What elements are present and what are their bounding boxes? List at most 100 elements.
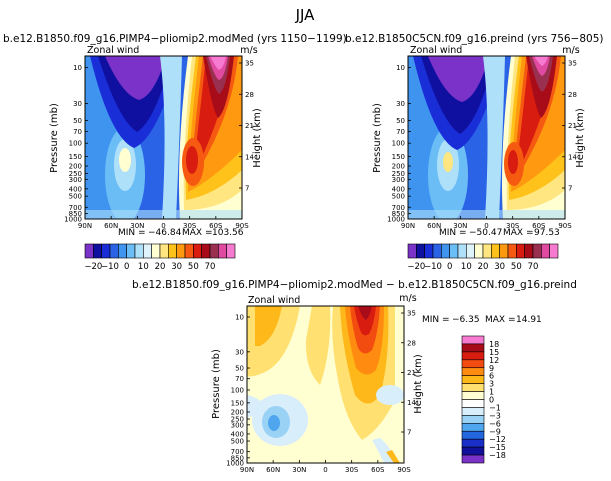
- y-tick-label: 200: [231, 408, 244, 416]
- y-tick-label: 400: [69, 185, 82, 193]
- y-tick-label: 10: [396, 64, 405, 72]
- colorbar-swatch: [143, 243, 152, 259]
- y-tick-label: 300: [231, 421, 244, 429]
- colorbar-swatch: [461, 423, 485, 432]
- colorbar-swatch: [151, 243, 161, 259]
- y-tick-label: 250: [392, 170, 405, 178]
- colorbar-label: 30: [494, 262, 505, 272]
- y-tick-label: 300: [69, 176, 82, 184]
- colorbar-swatch: [516, 243, 525, 259]
- y-right-tick-label: 14: [407, 399, 416, 407]
- panel-a-ticks: 90N 60N 30N 0 30S 60S 90S103050701001502002503…: [64, 60, 254, 231]
- y-tick-label: 700: [392, 204, 405, 212]
- colorbar-swatch: [416, 243, 425, 259]
- colorbar-label: 70: [205, 262, 216, 272]
- y-tick-label: 850: [392, 210, 405, 218]
- colorbar-swatch: [491, 243, 500, 259]
- x-tick-label: 60N: [427, 222, 441, 230]
- y-tick-label: 30: [396, 100, 405, 108]
- y-right-tick-label: 28: [245, 91, 254, 99]
- panel-c-ticks: 90N 60N 30N 0 30S 60S 90S103050701001502002503…: [226, 310, 416, 475]
- panel-a-min-value: −46.84: [148, 228, 182, 238]
- panel-a-var-label: Zonal wind: [87, 45, 139, 56]
- panel-c-right-cool: [376, 385, 404, 405]
- y-right-tick-label: 7: [568, 185, 572, 193]
- colorbar-label: 10: [461, 262, 472, 272]
- y-tick-label: 100: [69, 140, 82, 148]
- x-tick-label: 30S: [506, 222, 520, 230]
- x-tick-label: 30S: [183, 222, 197, 230]
- colorbar-swatch: [159, 243, 169, 259]
- panel-a-field: [85, 56, 242, 219]
- colorbar-label: −18: [489, 451, 506, 460]
- panel-c-field: [247, 306, 404, 463]
- x-tick-label: 0: [323, 466, 327, 474]
- panel-c-stats: MIN = −6.35 MAX = 14.91: [422, 315, 542, 325]
- panel-a-units: m/s: [240, 45, 257, 56]
- y-tick-label: 500: [69, 193, 82, 201]
- x-tick-label: 60S: [371, 466, 385, 474]
- panel-c-units: m/s: [399, 293, 416, 304]
- colorbar-swatch: [461, 399, 485, 408]
- x-tick-label: 30N: [453, 222, 467, 230]
- panel-c-surface-warm: [386, 450, 400, 463]
- y-tick-label: 70: [235, 375, 244, 383]
- colorbar-label: −9: [489, 427, 501, 436]
- colorbar-swatch: [84, 243, 94, 259]
- y-tick-label: 700: [69, 204, 82, 212]
- y-right-tick-label: 21: [568, 122, 577, 130]
- colorbar-swatch: [466, 243, 475, 259]
- panel-b-equator-band: [483, 56, 505, 219]
- colorbar-swatch: [118, 243, 127, 259]
- panel-b-max-value: 97.53: [534, 228, 560, 238]
- y-right-tick-label: 14: [245, 153, 254, 161]
- colorbar-label: 15: [489, 348, 499, 357]
- colorbar-swatch: [541, 243, 550, 259]
- y-tick-label: 1000: [387, 216, 405, 224]
- panel-b-colorbar: −20−10 0 10 20 30 50 70: [407, 243, 559, 272]
- panel-a-title: b.e12.B1850.f09_g16.PIMP4−pliomip2.modMe…: [3, 33, 347, 45]
- panel-b-field: [408, 56, 565, 219]
- colorbar-swatch: [176, 243, 186, 259]
- colorbar-label: 0: [489, 396, 494, 405]
- colorbar-swatch: [184, 243, 194, 259]
- x-tick-label: 60S: [532, 222, 546, 230]
- colorbar-label: 12: [489, 356, 499, 365]
- y-tick-label: 400: [392, 185, 405, 193]
- colorbar-label: 20: [478, 262, 489, 272]
- x-tick-label: 60N: [266, 466, 280, 474]
- x-tick-label: 30N: [292, 466, 306, 474]
- colorbar-swatch: [461, 430, 485, 440]
- y-right-tick-label: 35: [407, 310, 416, 318]
- colorbar-swatch: [424, 243, 434, 259]
- colorbar-swatch: [461, 335, 485, 345]
- panel-a-max-label: MAX =: [182, 228, 213, 238]
- colorbar-swatch: [461, 391, 485, 400]
- y-tick-label: 500: [392, 193, 405, 201]
- colorbar-swatch: [461, 438, 485, 448]
- panel-c-ylabel: Pressure (mb): [211, 349, 222, 419]
- colorbar-swatch: [134, 243, 144, 259]
- panel-b-units: m/s: [562, 45, 579, 56]
- y-right-tick-label: 28: [568, 91, 577, 99]
- panel-a-equator-band: [160, 56, 182, 219]
- colorbar-swatch: [432, 243, 442, 259]
- y-right-tick-label: 21: [245, 122, 254, 130]
- y-tick-label: 850: [69, 210, 82, 218]
- panel-c-mid-warm: [305, 306, 331, 385]
- panel-c: b.e12.B1850.f09_g16.PIMP4−pliomip2.modMe…: [132, 279, 577, 474]
- panel-c-max-value: 14.91: [516, 315, 542, 325]
- colorbar-swatch: [507, 243, 517, 259]
- colorbar-swatch: [93, 243, 102, 259]
- colorbar-swatch: [441, 243, 450, 259]
- colorbar-label: −1: [489, 403, 501, 412]
- colorbar-swatch: [457, 243, 467, 259]
- colorbar-label: 18: [489, 340, 499, 349]
- y-tick-label: 70: [396, 128, 405, 136]
- panel-c-ylabel-right: Height (km): [413, 354, 424, 414]
- colorbar-swatch: [482, 243, 492, 259]
- colorbar-label: 50: [511, 262, 522, 272]
- colorbar-swatch: [549, 243, 559, 259]
- colorbar-label: −20: [407, 262, 425, 272]
- y-tick-label: 200: [69, 163, 82, 171]
